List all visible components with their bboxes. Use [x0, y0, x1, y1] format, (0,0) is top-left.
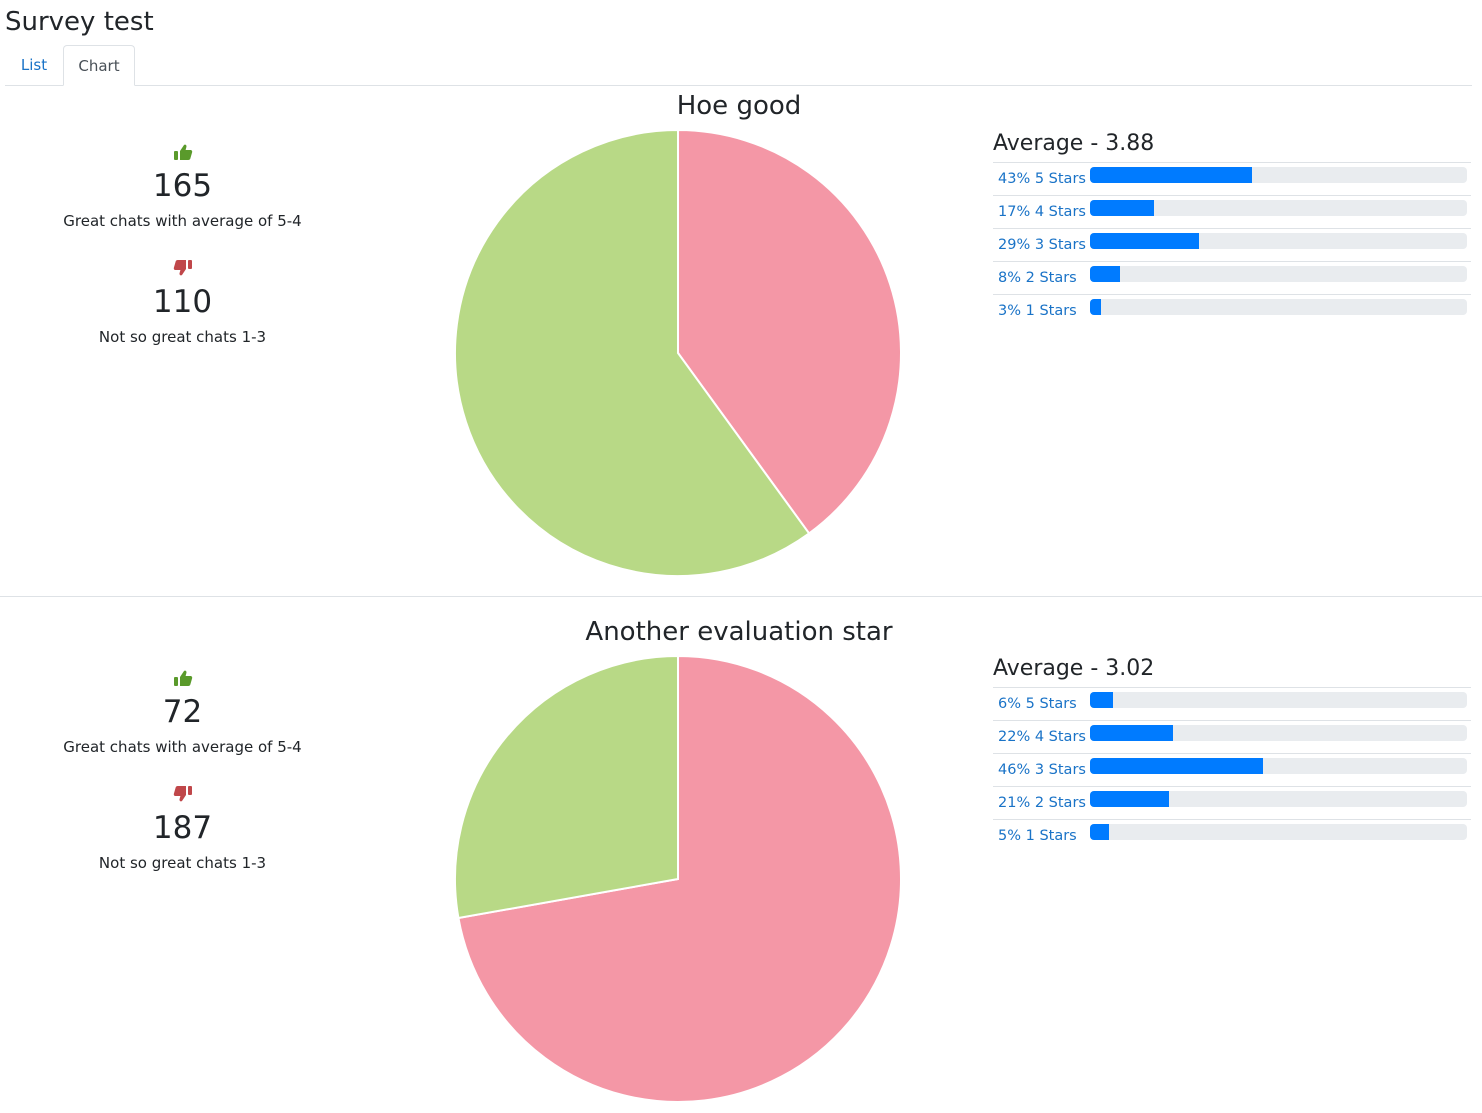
- average-title: Average - 3.02: [993, 654, 1471, 688]
- progress-bar: [1090, 233, 1467, 249]
- great-chats-count: 165: [152, 168, 213, 204]
- rating-label[interactable]: 5% 1 Stars: [998, 828, 1077, 844]
- progress-bar: [1090, 824, 1467, 840]
- rating-row: 8% 2 Stars: [993, 262, 1471, 295]
- rating-row: 21% 2 Stars: [993, 787, 1471, 820]
- rating-breakdown: Average - 3.02 6% 5 Stars 22% 4 Stars 46…: [993, 654, 1471, 853]
- tab-chart[interactable]: Chart: [63, 45, 135, 86]
- rating-label[interactable]: 6% 5 Stars: [998, 696, 1077, 712]
- rating-label[interactable]: 21% 2 Stars: [998, 795, 1086, 811]
- progress-fill: [1090, 824, 1109, 840]
- rating-breakdown: Average - 3.88 43% 5 Stars 17% 4 Stars 2…: [993, 129, 1471, 328]
- progress-bar: [1090, 725, 1467, 741]
- progress-bar: [1090, 167, 1467, 183]
- progress-fill: [1090, 167, 1253, 183]
- progress-bar: [1090, 200, 1467, 216]
- progress-fill: [1090, 758, 1264, 774]
- progress-fill: [1090, 692, 1113, 708]
- rating-row: 43% 5 Stars: [993, 163, 1471, 196]
- great-chats-label: Great chats with average of 5-4: [63, 738, 302, 756]
- tab-bar: List Chart: [5, 45, 1472, 86]
- tab-list[interactable]: List: [20, 56, 48, 74]
- progress-bar: [1090, 266, 1467, 282]
- page-title: Survey test: [5, 7, 154, 37]
- progress-bar: [1090, 758, 1467, 774]
- pie-slice-great[interactable]: [454, 128, 811, 577]
- thumbs-up-icon: [173, 670, 192, 686]
- survey-question-section: Another evaluation star 72 Great chats w…: [0, 596, 1482, 1113]
- rating-label[interactable]: 29% 3 Stars: [998, 237, 1086, 253]
- rating-row: 17% 4 Stars: [993, 196, 1471, 229]
- rating-label[interactable]: 46% 3 Stars: [998, 762, 1086, 778]
- pie-slice-not-so-great[interactable]: [457, 654, 902, 1103]
- progress-fill: [1090, 200, 1155, 216]
- progress-fill: [1090, 725, 1173, 741]
- summary-stats: 72 Great chats with average of 5-4 187 N…: [30, 669, 335, 873]
- progress-bar: [1090, 692, 1467, 708]
- pie-chart: [454, 654, 902, 1103]
- thumbs-up-icon: [173, 144, 192, 160]
- thumbs-down-icon: [173, 786, 192, 802]
- rating-row: 5% 1 Stars: [993, 820, 1471, 853]
- not-great-chats-count: 187: [152, 810, 213, 846]
- rating-label[interactable]: 22% 4 Stars: [998, 729, 1086, 745]
- rating-label[interactable]: 17% 4 Stars: [998, 204, 1086, 220]
- progress-fill: [1090, 233, 1200, 249]
- rating-label[interactable]: 3% 1 Stars: [998, 303, 1077, 319]
- survey-question-section: Hoe good 165 Great chats with average of…: [0, 87, 1482, 595]
- not-great-chats-label: Not so great chats 1-3: [98, 328, 267, 346]
- progress-fill: [1090, 791, 1170, 807]
- great-chats-count: 72: [162, 694, 203, 730]
- average-title: Average - 3.88: [993, 129, 1471, 163]
- rating-row: 22% 4 Stars: [993, 721, 1471, 754]
- rating-row: 3% 1 Stars: [993, 295, 1471, 328]
- not-great-chats-count: 110: [152, 284, 213, 320]
- pie-slice-not-so-great[interactable]: [677, 128, 902, 535]
- progress-bar: [1090, 299, 1467, 315]
- thumbs-down-icon: [173, 260, 192, 276]
- progress-fill: [1090, 266, 1121, 282]
- rating-row: 46% 3 Stars: [993, 754, 1471, 787]
- pie-slice-great[interactable]: [454, 654, 679, 920]
- summary-stats: 165 Great chats with average of 5-4 110 …: [30, 143, 335, 347]
- rating-label[interactable]: 8% 2 Stars: [998, 270, 1077, 286]
- chart-title: Another evaluation star: [585, 617, 893, 647]
- rating-row: 6% 5 Stars: [993, 688, 1471, 721]
- rating-row: 29% 3 Stars: [993, 229, 1471, 262]
- progress-fill: [1090, 299, 1102, 315]
- chart-title: Hoe good: [676, 91, 802, 121]
- great-chats-label: Great chats with average of 5-4: [63, 212, 302, 230]
- not-great-chats-label: Not so great chats 1-3: [98, 854, 267, 872]
- pie-chart: [454, 128, 902, 577]
- progress-bar: [1090, 791, 1467, 807]
- rating-label[interactable]: 43% 5 Stars: [998, 171, 1086, 187]
